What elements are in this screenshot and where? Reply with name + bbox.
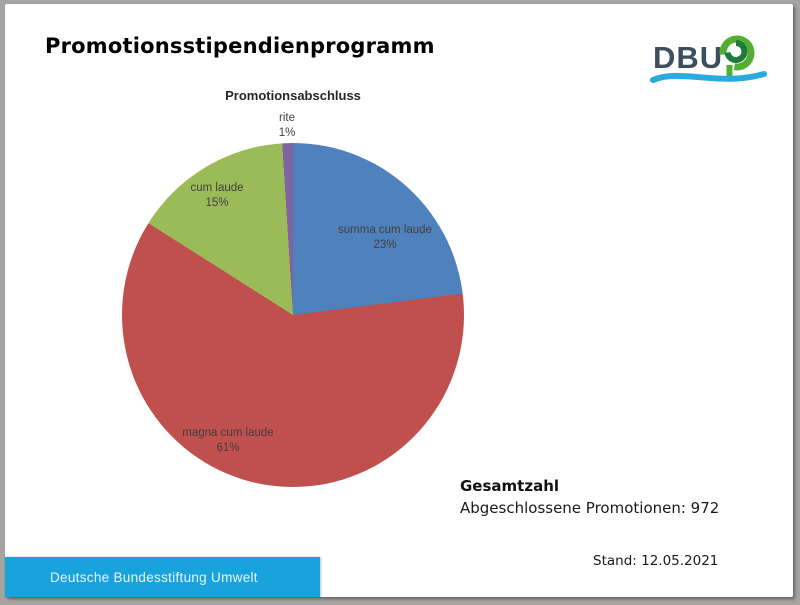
- slice-label-text: cum laude: [190, 182, 244, 194]
- summary-line: Abgeschlossene Promotionen: 972: [460, 499, 720, 517]
- slice-label-magna-cum-laude: magna cum laude 61%: [153, 426, 303, 456]
- dbu-wave-icon: [650, 71, 767, 83]
- slice-label-pct: 1%: [278, 127, 296, 139]
- slide-page: Promotionsstipendienprogramm DBU Promoti…: [5, 4, 793, 597]
- summary-block: Gesamtzahl Abgeschlossene Promotionen: 9…: [460, 477, 719, 517]
- page-title: Promotionsstipendienprogramm: [45, 34, 435, 58]
- slice-label-pct: 61%: [216, 442, 240, 454]
- dbu-logo: DBU: [650, 32, 771, 92]
- footer-bar: Deutsche Bundesstiftung Umwelt: [5, 557, 320, 597]
- slice-label-summa-cum-laude: summa cum laude 23%: [310, 223, 460, 253]
- dbu-tree-icon: [719, 35, 755, 77]
- slice-label-pct: 15%: [205, 197, 229, 209]
- slice-label-pct: 23%: [373, 239, 397, 251]
- slice-label-rite: rite 1%: [237, 111, 337, 141]
- slice-label-text: summa cum laude: [338, 224, 432, 236]
- slice-label-cum-laude: cum laude 15%: [167, 181, 267, 211]
- slice-label-text: rite: [279, 112, 295, 124]
- dbu-logo-text: DBU: [653, 40, 724, 75]
- footer-label: Deutsche Bundesstiftung Umwelt: [50, 569, 258, 585]
- stand-date: Stand: 12.05.2021: [593, 553, 719, 569]
- pie-chart: [122, 143, 464, 487]
- summary-heading: Gesamtzahl: [460, 477, 560, 495]
- chart-title: Promotionsabschluss: [225, 88, 361, 103]
- slice-label-text: magna cum laude: [182, 427, 274, 439]
